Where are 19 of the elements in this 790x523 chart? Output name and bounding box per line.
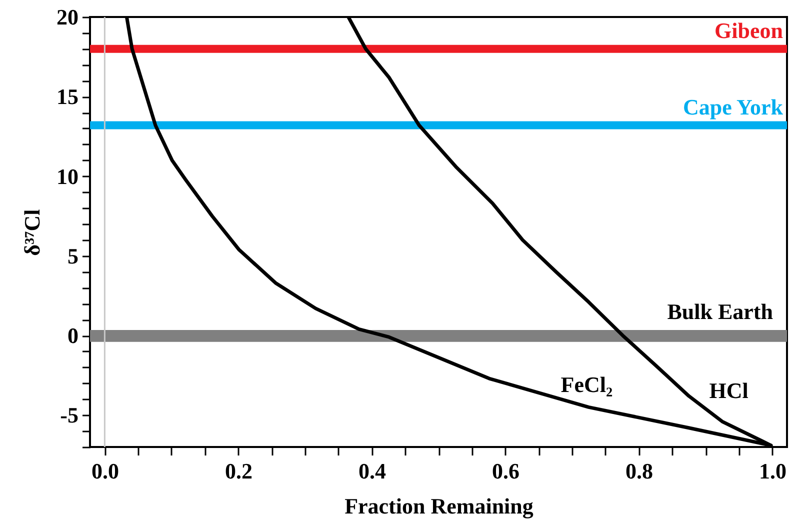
y-tick-label: 10 bbox=[56, 164, 78, 189]
x-tick-label: 0.6 bbox=[492, 458, 520, 484]
y-tick-label: 15 bbox=[56, 84, 78, 110]
ref-line-label: Gibeon bbox=[714, 18, 783, 43]
x-tick-label: 0.0 bbox=[91, 458, 119, 484]
series-label: HCl bbox=[709, 378, 748, 404]
x-tick-label: 0.2 bbox=[224, 458, 252, 484]
y-tick-label: 20 bbox=[56, 4, 78, 30]
y-tick-label: -5 bbox=[60, 402, 78, 428]
x-axis-title: Fraction Remaining bbox=[344, 494, 534, 518]
y-axis-title: δ³⁷Cl bbox=[20, 209, 44, 256]
band-label: Bulk Earth bbox=[667, 298, 773, 324]
y-tick-label: 5 bbox=[68, 243, 78, 268]
ref-line-label: Cape York bbox=[682, 94, 784, 120]
x-tick-label: 0.4 bbox=[358, 458, 386, 484]
x-tick-label: 1.0 bbox=[759, 458, 787, 484]
x-tick-label: 0.8 bbox=[626, 458, 654, 484]
series-label: FeCl₂ bbox=[560, 372, 614, 398]
y-tick-label: 0 bbox=[68, 323, 78, 348]
